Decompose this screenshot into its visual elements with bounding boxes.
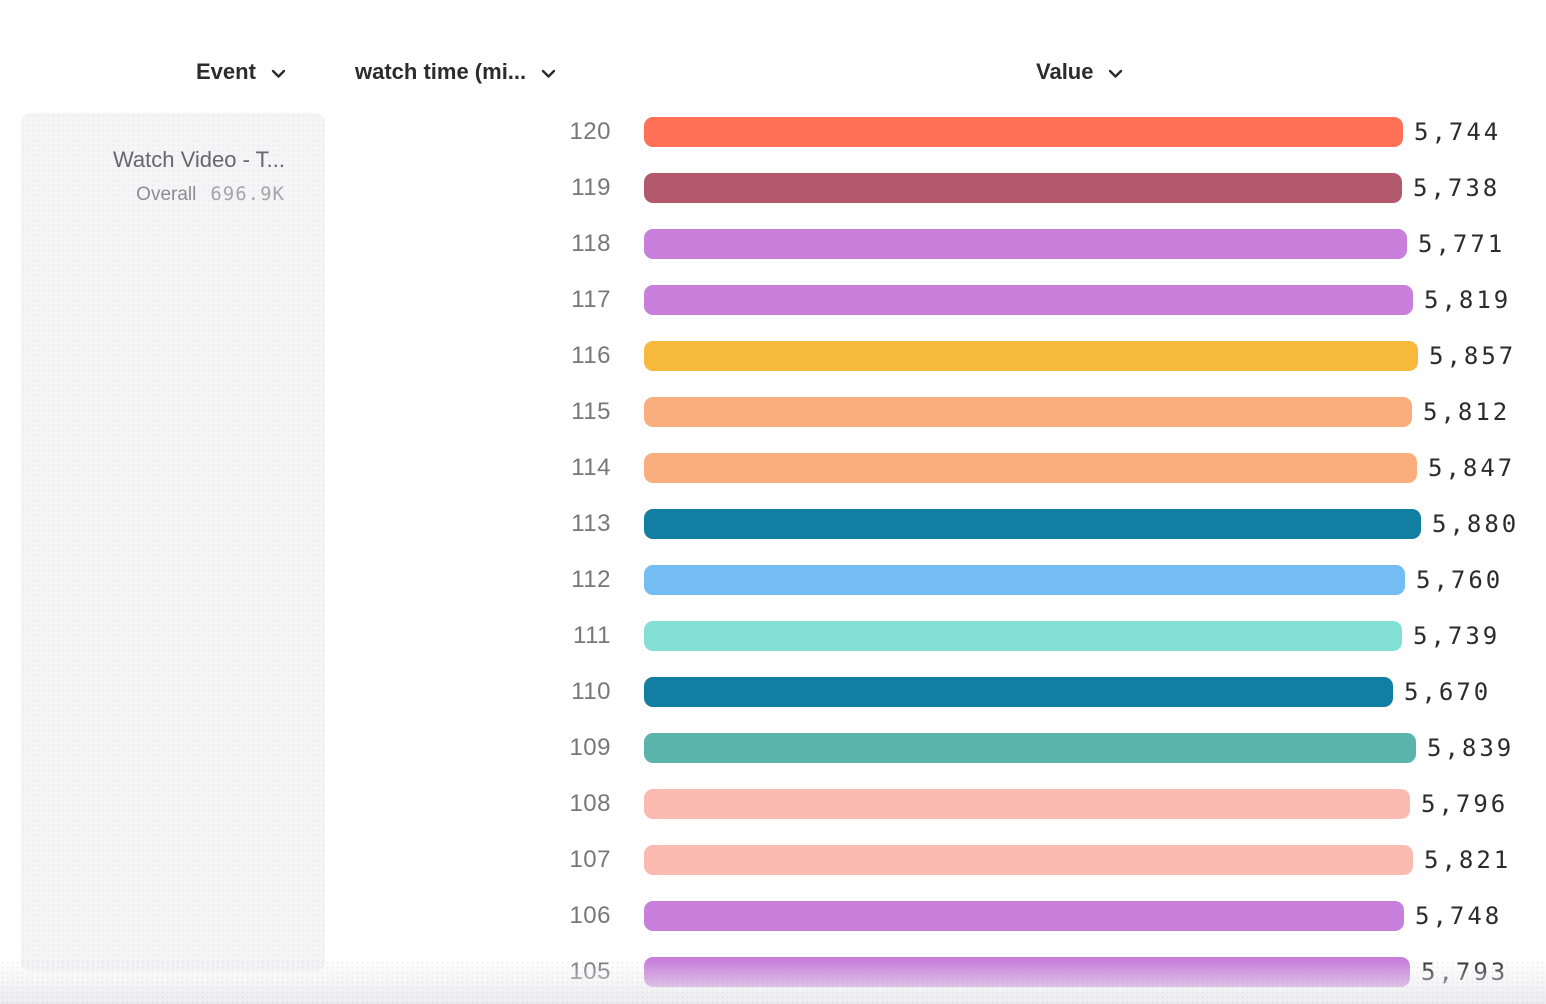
bar-row: 112 5,760 — [0, 565, 1546, 595]
bar-value-label: 5,793 — [1421, 958, 1509, 986]
bar-row: 114 5,847 — [0, 453, 1546, 483]
bar-row: 111 5,739 — [0, 621, 1546, 651]
overall-label: Overall — [136, 184, 197, 206]
bar-category-label: 111 — [573, 622, 611, 649]
bar-value-label: 5,796 — [1421, 790, 1509, 818]
chevron-down-icon — [1108, 69, 1123, 79]
bar-row: 113 5,880 — [0, 509, 1546, 539]
bar[interactable] — [644, 453, 1417, 483]
bar[interactable] — [644, 509, 1421, 539]
bar-row: 108 5,796 — [0, 789, 1546, 819]
bar-row: 109 5,839 — [0, 733, 1546, 763]
bar[interactable] — [644, 901, 1404, 931]
bar-row: 106 5,748 — [0, 901, 1546, 931]
bar-category-label: 108 — [569, 790, 611, 817]
bar-category-label: 110 — [571, 678, 611, 705]
bar[interactable] — [644, 957, 1410, 987]
bar-category-label: 118 — [571, 230, 611, 257]
event-card[interactable]: Watch Video - T... Overall 696.9K — [21, 113, 325, 971]
bar-category-label: 117 — [571, 286, 611, 313]
bar-category-label: 114 — [571, 454, 611, 481]
bar-category-label: 115 — [571, 398, 611, 425]
bar-category-label: 119 — [571, 174, 611, 201]
bar-value-label: 5,738 — [1413, 174, 1501, 202]
bar-value-label: 5,748 — [1415, 902, 1503, 930]
bar-category-label: 120 — [569, 118, 611, 145]
bar[interactable] — [644, 117, 1403, 147]
bar-value-label: 5,839 — [1427, 734, 1515, 762]
bar-value-label: 5,670 — [1404, 678, 1492, 706]
bar-value-label: 5,760 — [1416, 566, 1504, 594]
bar-value-label: 5,857 — [1429, 342, 1517, 370]
bar-row: 117 5,819 — [0, 285, 1546, 315]
bar-row: 110 5,670 — [0, 677, 1546, 707]
bar-value-label: 5,819 — [1424, 286, 1512, 314]
bar-row: 119 5,738 — [0, 173, 1546, 203]
bar[interactable] — [644, 621, 1402, 651]
bar-row: 105 5,793 — [0, 957, 1546, 987]
column-header-event-label: Event — [196, 59, 256, 84]
bar[interactable] — [644, 341, 1418, 371]
bar[interactable] — [644, 789, 1410, 819]
bar-row: 118 5,771 — [0, 229, 1546, 259]
bar-row: 116 5,857 — [0, 341, 1546, 371]
bar-value-label: 5,880 — [1432, 510, 1520, 538]
bar-category-label: 112 — [571, 566, 611, 593]
event-title: Watch Video - T... — [112, 147, 285, 172]
bar-value-label: 5,821 — [1424, 846, 1512, 874]
bar-category-label: 107 — [569, 846, 611, 873]
bar-value-label: 5,739 — [1413, 622, 1501, 650]
overall-value: 696.9K — [210, 183, 285, 206]
bar[interactable] — [644, 285, 1413, 315]
bar-value-label: 5,812 — [1423, 398, 1511, 426]
bar[interactable] — [644, 229, 1407, 259]
bar[interactable] — [644, 565, 1405, 595]
bar[interactable] — [644, 677, 1393, 707]
bar-category-label: 113 — [571, 510, 611, 537]
bar-value-label: 5,771 — [1418, 230, 1506, 258]
event-overall-row: Overall 696.9K — [21, 183, 285, 206]
bar-row: 107 5,821 — [0, 845, 1546, 875]
bar-category-label: 116 — [571, 342, 611, 369]
chevron-down-icon — [541, 69, 556, 79]
column-header-watch-time-label: watch time (mi... — [355, 59, 527, 84]
bar[interactable] — [644, 173, 1402, 203]
bar-row: 120 5,744 — [0, 117, 1546, 147]
bar-value-label: 5,744 — [1414, 118, 1502, 146]
bar[interactable] — [644, 397, 1412, 427]
bar-value-label: 5,847 — [1428, 454, 1516, 482]
bar-category-label: 106 — [569, 902, 611, 929]
bar[interactable] — [644, 733, 1416, 763]
column-header-event[interactable]: Event — [196, 59, 286, 85]
bar-row: 115 5,812 — [0, 397, 1546, 427]
bar-category-label: 109 — [569, 734, 611, 761]
column-header-watch-time[interactable]: watch time (mi... — [355, 59, 556, 85]
bar[interactable] — [644, 845, 1413, 875]
bar-category-label: 105 — [569, 958, 611, 985]
column-header-value-label: Value — [1036, 59, 1094, 84]
chevron-down-icon — [271, 69, 286, 79]
column-header-value[interactable]: Value — [1036, 59, 1123, 85]
